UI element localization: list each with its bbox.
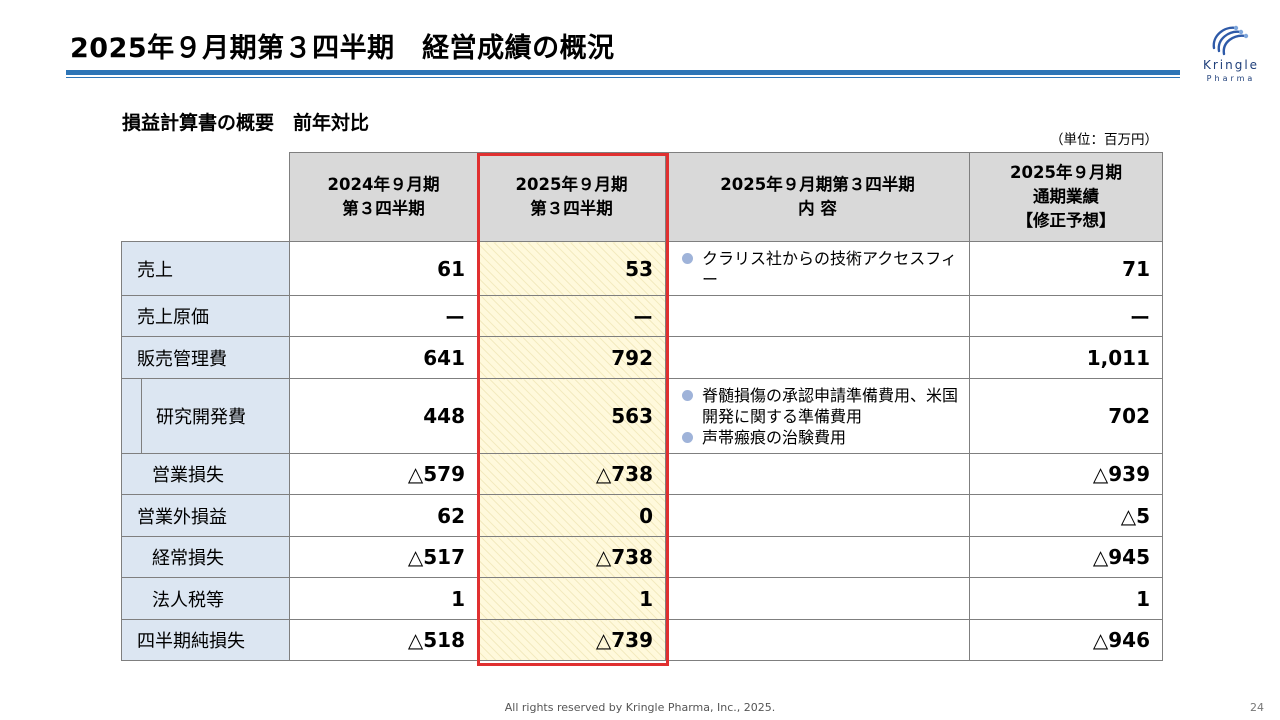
curr-value: 792 — [477, 336, 666, 379]
notes-cell — [665, 336, 970, 379]
row-label: 売上原価 — [121, 295, 290, 337]
row-label: 売上 — [121, 241, 290, 296]
forecast-value: 71 — [969, 241, 1163, 296]
title-underline-thin — [66, 77, 1180, 78]
notes-cell — [665, 536, 970, 578]
forecast-value: ー — [969, 295, 1163, 337]
curr-value: 53 — [477, 241, 666, 296]
page-number: 24 — [1250, 701, 1264, 714]
logo-submark: Pharma — [1206, 74, 1256, 83]
notes-cell — [665, 619, 970, 661]
curr-value: △738 — [477, 536, 666, 578]
prev-value: 62 — [289, 494, 478, 537]
bullet-icon — [682, 252, 693, 264]
notes-cell: クラリス社からの技術アクセスフィー — [665, 241, 970, 296]
prev-value: 61 — [289, 241, 478, 296]
row-label: 経常損失 — [121, 536, 290, 578]
header-forecast: 2025年９月期 通期業績 【修正予想】 — [969, 152, 1163, 242]
forecast-value: 1 — [969, 577, 1163, 620]
forecast-value: 1,011 — [969, 336, 1163, 379]
curr-value: 1 — [477, 577, 666, 620]
curr-value: △739 — [477, 619, 666, 661]
header-corner — [121, 152, 290, 242]
table-row: 販売管理費 641 792 1,011 — [121, 336, 1163, 379]
header-notes: 2025年９月期第３四半期 内 容 — [665, 152, 970, 242]
curr-value: △738 — [477, 453, 666, 495]
table-row: 営業損失 △579 △738 △939 — [121, 453, 1163, 495]
prev-value: ー — [289, 295, 478, 337]
row-indent — [121, 378, 142, 454]
title-underline — [66, 70, 1180, 75]
curr-value: 0 — [477, 494, 666, 537]
prev-value: 448 — [289, 378, 478, 454]
copyright-footer: All rights reserved by Kringle Pharma, I… — [504, 701, 776, 714]
row-label: 営業外損益 — [121, 494, 290, 537]
note-item: 脊髄損傷の承認申請準備費用、米国開発に関する準備費用 — [680, 385, 965, 427]
slide-title: 2025年９月期第３四半期 経営成績の概況 — [70, 33, 615, 64]
table-row: 経常損失 △517 △738 △945 — [121, 536, 1163, 578]
note-item: 声帯瘢痕の治験費用 — [680, 427, 965, 448]
notes-cell — [665, 494, 970, 537]
unit-note: （単位：百万円） — [1050, 132, 1158, 148]
row-label: 法人税等 — [121, 577, 290, 620]
company-logo: Kringle Pharma — [1196, 18, 1266, 88]
section-subtitle: 損益計算書の概要 前年対比 — [122, 112, 370, 134]
table-row: 売上 61 53 クラリス社からの技術アクセスフィー 71 — [121, 241, 1163, 296]
table-row: 四半期純損失 △518 △739 △946 — [121, 619, 1163, 661]
table-row: 売上原価 ー ー ー — [121, 295, 1163, 337]
row-label: 研究開発費 — [141, 378, 290, 454]
notes-cell — [665, 577, 970, 620]
prev-value: △579 — [289, 453, 478, 495]
forecast-value: △946 — [969, 619, 1163, 661]
prev-value: 1 — [289, 577, 478, 620]
header-current-year: 2025年９月期 第３四半期 — [477, 152, 666, 242]
table-row: 研究開発費 448 563 脊髄損傷の承認申請準備費用、米国開発に関する準備費用… — [121, 378, 1163, 454]
forecast-value: △945 — [969, 536, 1163, 578]
table-row: 営業外損益 62 0 △5 — [121, 494, 1163, 537]
prev-value: 641 — [289, 336, 478, 379]
header-prev-year: 2024年９月期 第３四半期 — [289, 152, 478, 242]
curr-value: ー — [477, 295, 666, 337]
kringle-swirl-logo-icon — [1212, 25, 1249, 56]
bullet-icon — [682, 431, 693, 443]
header-row: 2024年９月期 第３四半期 2025年９月期 第３四半期 2025年９月期第３… — [121, 152, 1163, 242]
logo-wordmark: Kringle — [1202, 58, 1260, 72]
forecast-value: 702 — [969, 378, 1163, 454]
forecast-value: △939 — [969, 453, 1163, 495]
row-label: 販売管理費 — [121, 336, 290, 379]
notes-cell — [665, 453, 970, 495]
prev-value: △517 — [289, 536, 478, 578]
row-label: 四半期純損失 — [121, 619, 290, 661]
curr-value: 563 — [477, 378, 666, 454]
table-row: 法人税等 1 1 1 — [121, 577, 1163, 620]
notes-cell — [665, 295, 970, 337]
notes-cell: 脊髄損傷の承認申請準備費用、米国開発に関する準備費用 声帯瘢痕の治験費用 — [665, 378, 970, 454]
prev-value: △518 — [289, 619, 478, 661]
note-item: クラリス社からの技術アクセスフィー — [680, 248, 965, 290]
bullet-icon — [682, 389, 693, 401]
row-label: 営業損失 — [121, 453, 290, 495]
income-statement-table: 2024年９月期 第３四半期 2025年９月期 第３四半期 2025年９月期第３… — [121, 152, 1163, 661]
forecast-value: △5 — [969, 494, 1163, 537]
